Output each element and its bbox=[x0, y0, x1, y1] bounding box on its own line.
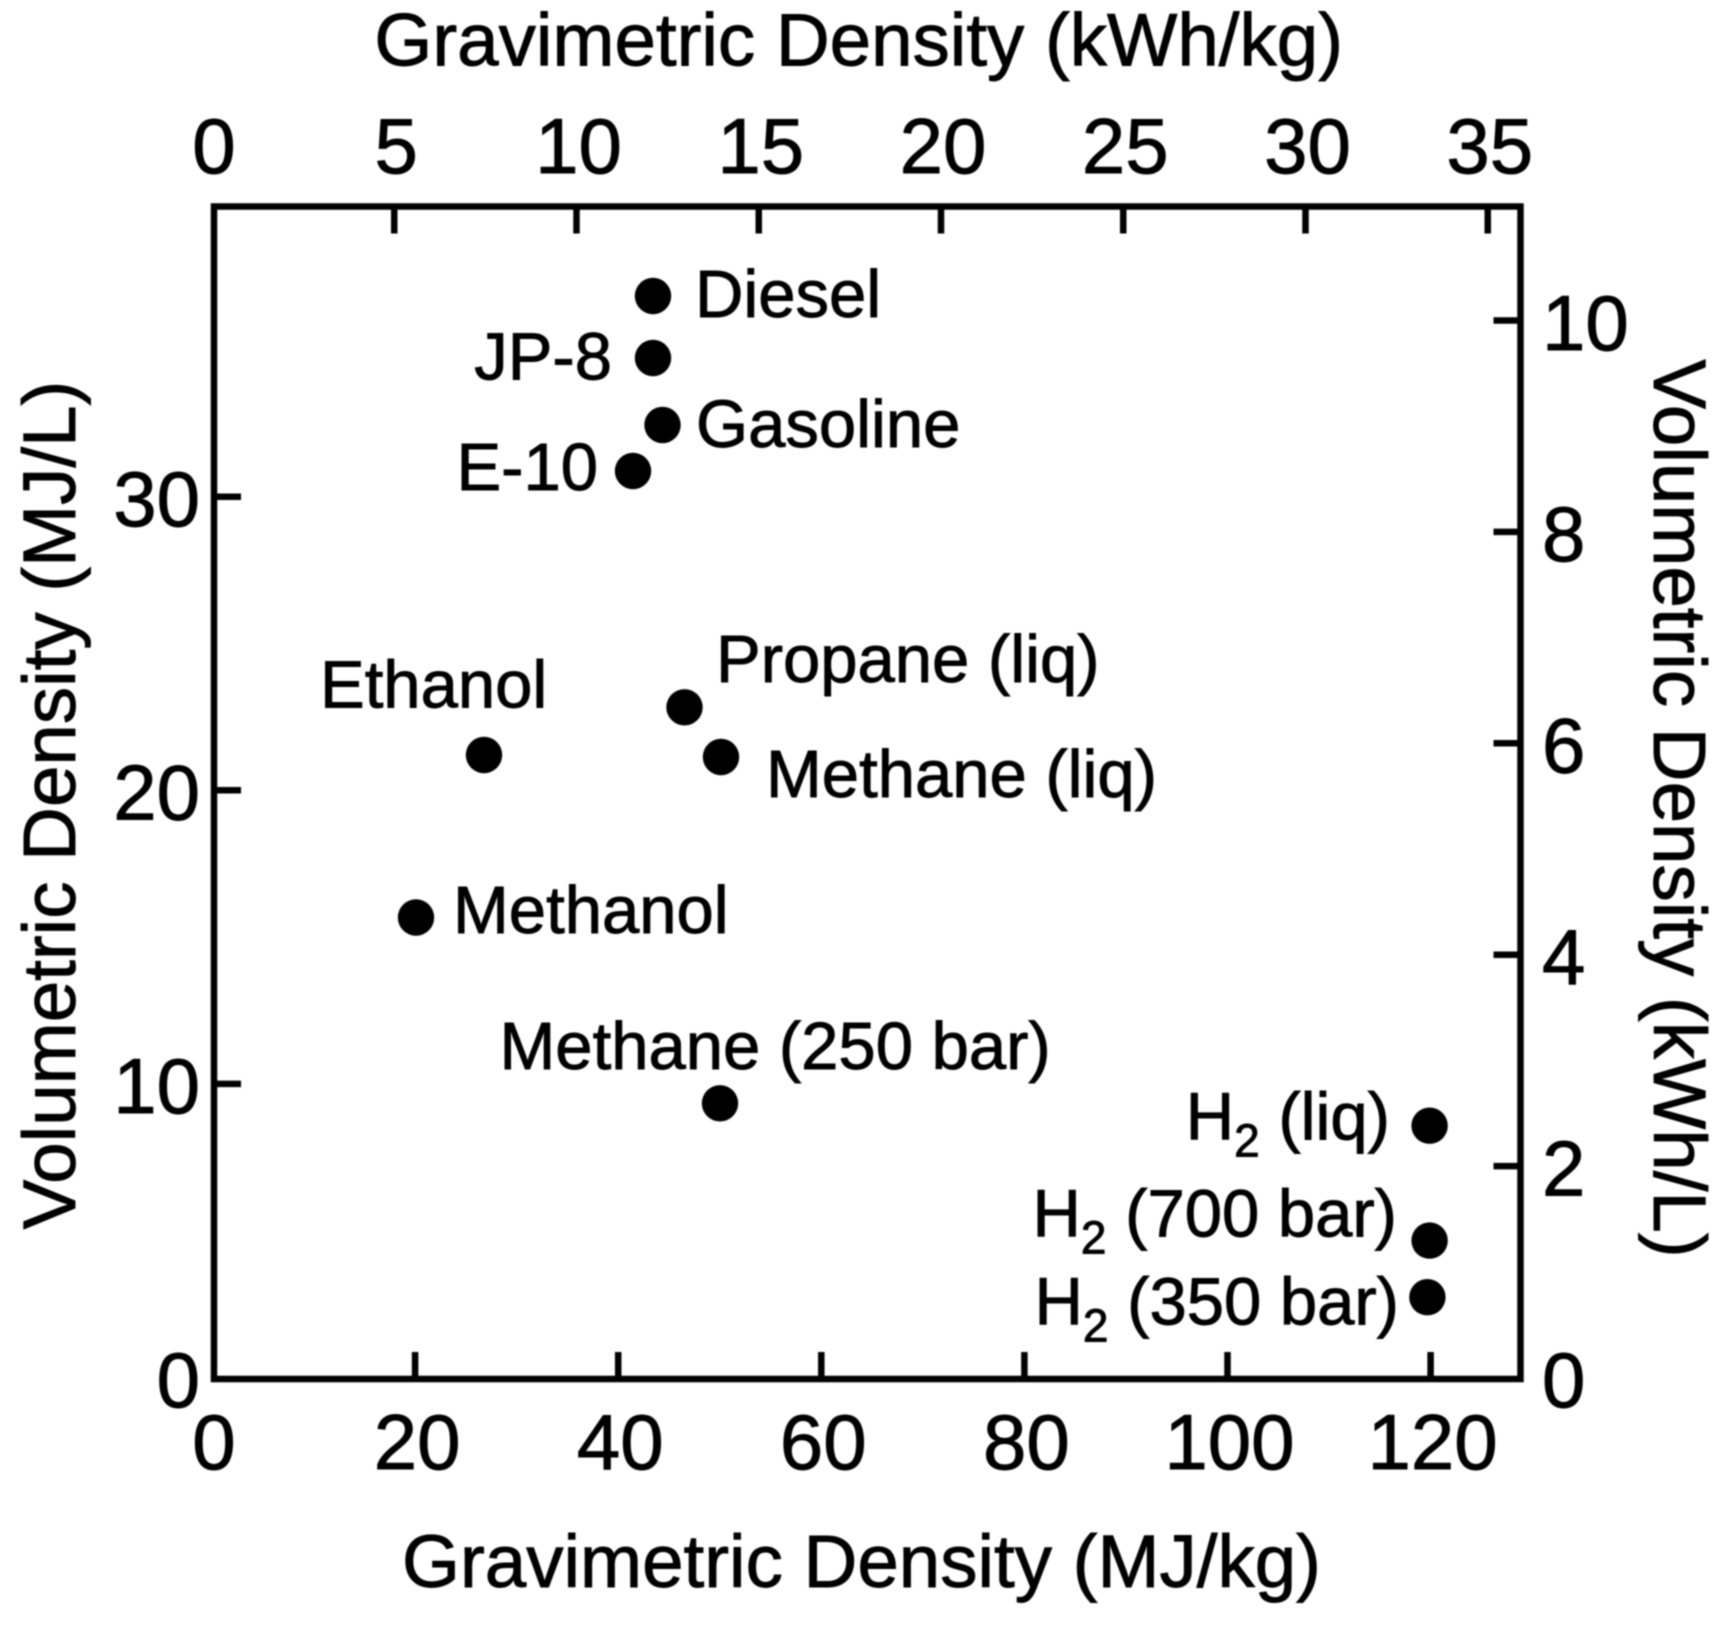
svg-text:JP-8: JP-8 bbox=[474, 320, 612, 395]
svg-text:30: 30 bbox=[113, 455, 200, 543]
svg-text:Gravimetric Density (MJ/kg): Gravimetric Density (MJ/kg) bbox=[402, 1520, 1321, 1603]
svg-text:Volumetric Density (kWh/L): Volumetric Density (kWh/L) bbox=[1638, 359, 1715, 1257]
svg-text:0: 0 bbox=[157, 1336, 200, 1424]
svg-text:0: 0 bbox=[1542, 1336, 1585, 1424]
svg-text:Methane (liq): Methane (liq) bbox=[766, 737, 1157, 812]
svg-text:Diesel: Diesel bbox=[695, 257, 881, 332]
svg-text:20: 20 bbox=[113, 749, 200, 837]
svg-text:E-10: E-10 bbox=[456, 430, 598, 505]
svg-text:15: 15 bbox=[717, 102, 804, 190]
svg-text:Gasoline: Gasoline bbox=[696, 387, 960, 462]
svg-text:120: 120 bbox=[1368, 1398, 1498, 1486]
svg-text:8: 8 bbox=[1542, 490, 1585, 578]
svg-text:4: 4 bbox=[1542, 913, 1585, 1001]
svg-text:Propane (liq): Propane (liq) bbox=[716, 622, 1100, 697]
svg-text:5: 5 bbox=[375, 102, 418, 190]
svg-text:20: 20 bbox=[900, 102, 987, 190]
svg-text:80: 80 bbox=[983, 1398, 1070, 1486]
svg-text:10: 10 bbox=[535, 102, 622, 190]
svg-text:30: 30 bbox=[1264, 102, 1351, 190]
svg-text:0: 0 bbox=[192, 102, 235, 190]
svg-text:Gravimetric Density (kWh/kg): Gravimetric Density (kWh/kg) bbox=[374, 0, 1343, 82]
svg-text:H2 (350 bar): H2 (350 bar) bbox=[1035, 1265, 1399, 1352]
svg-text:Volumetric Density (MJ/L): Volumetric Density (MJ/L) bbox=[8, 381, 91, 1230]
svg-text:100: 100 bbox=[1164, 1398, 1294, 1486]
svg-text:25: 25 bbox=[1082, 102, 1169, 190]
svg-text:Ethanol: Ethanol bbox=[320, 648, 547, 723]
svg-text:10: 10 bbox=[1542, 279, 1629, 367]
svg-text:40: 40 bbox=[577, 1398, 664, 1486]
svg-text:60: 60 bbox=[780, 1398, 867, 1486]
svg-text:10: 10 bbox=[113, 1042, 200, 1130]
svg-text:Methane (250 bar): Methane (250 bar) bbox=[500, 1009, 1051, 1084]
svg-text:35: 35 bbox=[1446, 102, 1533, 190]
svg-text:H2 (liq): H2 (liq) bbox=[1186, 1080, 1390, 1167]
svg-text:Methanol: Methanol bbox=[453, 873, 729, 948]
svg-text:20: 20 bbox=[374, 1398, 461, 1486]
svg-text:0: 0 bbox=[192, 1398, 235, 1486]
svg-text:6: 6 bbox=[1542, 702, 1585, 790]
svg-text:2: 2 bbox=[1542, 1124, 1585, 1212]
